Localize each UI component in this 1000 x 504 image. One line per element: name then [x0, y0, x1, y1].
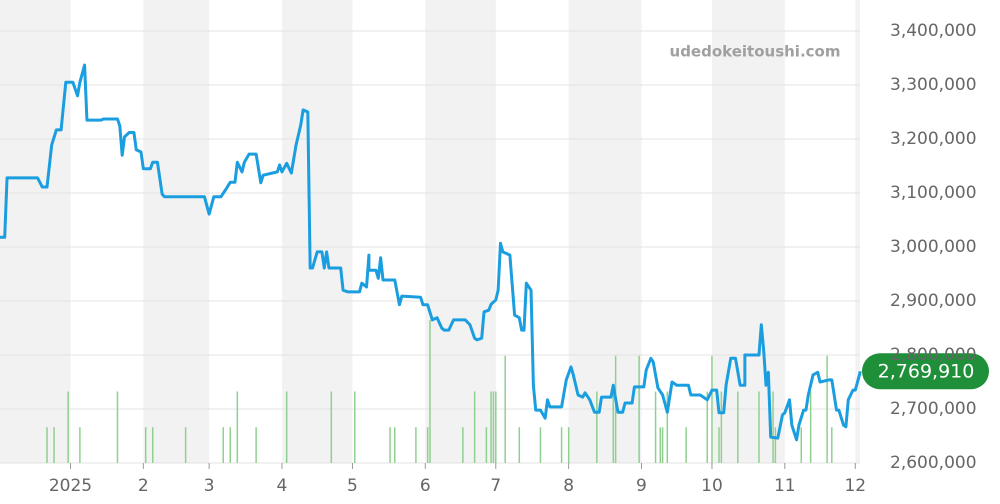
x-tick-label: 3: [204, 476, 215, 496]
volume-bar: [659, 427, 662, 463]
volume-bar: [612, 391, 615, 463]
month-band: [281, 0, 353, 463]
current-label: 2,769,910: [878, 361, 975, 383]
volume-bar: [485, 427, 488, 463]
x-tick-label: 11: [774, 476, 796, 496]
volume-bar: [462, 427, 464, 463]
volume-bar: [685, 427, 687, 463]
volume-bar: [184, 427, 187, 463]
volume-bar: [666, 391, 669, 463]
watermark: udedokeitoushi.com: [670, 43, 841, 61]
x-tick-label: 9: [636, 476, 647, 496]
volume-bar: [661, 427, 664, 463]
volume-bar: [255, 427, 257, 463]
volume-bar: [831, 427, 833, 463]
volume-bar: [429, 320, 431, 463]
volume-bar: [79, 427, 81, 463]
volume-bar: [236, 391, 239, 463]
month-band: [568, 0, 642, 463]
y-tick-label: 3,100,000: [890, 183, 977, 203]
volume-bar: [772, 391, 774, 463]
plot: 2,769,910: [0, 63, 989, 442]
volume-bar: [492, 391, 495, 463]
volume-bar: [354, 391, 356, 463]
volume-bar: [706, 391, 709, 463]
month-band: [0, 0, 71, 463]
x-tick-label: 8: [563, 476, 574, 496]
volume-bar: [415, 427, 417, 463]
volume-bar: [151, 427, 154, 463]
volume-bar: [800, 427, 803, 463]
volume-bar: [737, 391, 739, 463]
volume-bar: [53, 427, 55, 463]
volume-bar: [720, 391, 723, 463]
volume-bar: [718, 427, 720, 463]
volume-bar: [614, 355, 617, 463]
month-band: [425, 0, 496, 463]
x-tick-label: 2: [138, 476, 149, 496]
volume-bar: [654, 391, 657, 463]
x-tick-label: 6: [420, 476, 431, 496]
volume-bar: [144, 427, 147, 463]
volume-bar: [46, 427, 48, 463]
y-tick-label: 3,400,000: [890, 21, 977, 41]
x-tick-label: 12: [844, 476, 866, 496]
y-tick-label: 2,900,000: [890, 291, 977, 311]
y-tick-label: 3,300,000: [890, 75, 977, 95]
volume-bar: [539, 427, 542, 463]
y-tick-label: 2,700,000: [890, 399, 977, 419]
x-tick-label: 2025: [49, 476, 92, 496]
volume-bar: [229, 427, 232, 463]
volume-bar: [504, 355, 506, 463]
volume: [46, 320, 833, 463]
y-tick-label: 3,200,000: [890, 129, 977, 149]
month-band: [143, 0, 210, 463]
volume-bar: [426, 427, 429, 463]
x-tick-label: 7: [490, 476, 501, 496]
x-tick-label: 4: [277, 476, 288, 496]
volume-bar: [394, 427, 396, 463]
y-tick-label: 2,600,000: [890, 453, 977, 473]
volume-bar: [116, 391, 119, 463]
volume-bar: [809, 391, 812, 463]
volume-bar: [596, 391, 598, 463]
volume-bar: [495, 391, 497, 463]
volume-bar: [222, 427, 224, 463]
volume-bar: [638, 355, 640, 463]
volume-bar: [711, 355, 713, 463]
volume-bar: [389, 427, 391, 463]
x-tick-label: 5: [347, 476, 358, 496]
volume-bar: [285, 391, 288, 463]
y-tick-label: 2,800,000: [890, 345, 977, 365]
volume-bar: [490, 391, 492, 463]
x-tick-label: 10: [701, 476, 723, 496]
volume-bar: [330, 391, 333, 463]
current-badge: [862, 353, 989, 390]
grid: [0, 30, 860, 464]
y-tick-label: 3,000,000: [890, 237, 977, 257]
month-bands: [0, 0, 860, 463]
volume-bar: [774, 427, 777, 463]
volume-bar: [473, 391, 476, 463]
volume-bar: [758, 391, 760, 463]
volume-bar: [567, 427, 570, 463]
month-band: [855, 0, 860, 463]
month-band: [711, 0, 785, 463]
volume-bar: [560, 427, 563, 463]
volume-bar: [518, 427, 521, 463]
volume-bar: [826, 355, 828, 463]
price-line: [0, 63, 862, 442]
volume-bar: [67, 391, 69, 463]
